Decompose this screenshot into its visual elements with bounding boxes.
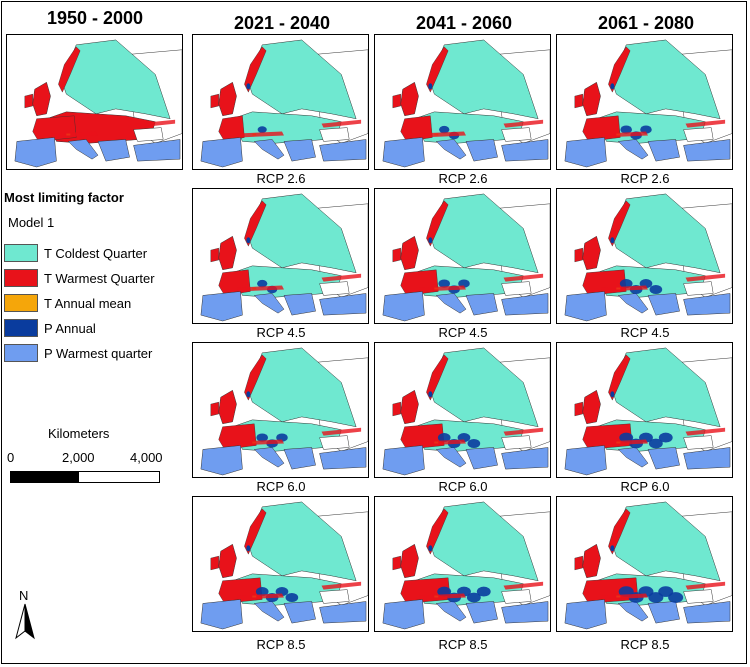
map-panel-2-2 (374, 188, 551, 324)
map-panel-baseline (6, 34, 183, 170)
scenario-label: RCP 8.5 (438, 637, 488, 652)
europe-map (564, 193, 732, 322)
legend-label: P Annual (44, 320, 96, 336)
scale-title: Kilometers (48, 426, 110, 441)
europe-map (200, 347, 368, 476)
europe-map (382, 193, 550, 322)
europe-map (564, 501, 732, 630)
scenario-label: RCP 6.0 (438, 479, 488, 494)
scenario-label: RCP 8.5 (620, 637, 670, 652)
scale-tick-2000: 2,000 (62, 450, 95, 465)
scenario-label: RCP 4.5 (256, 325, 306, 340)
map-panel-2-3 (556, 188, 733, 324)
legend-label: T Coldest Quarter (44, 245, 148, 261)
scenario-label: RCP 2.6 (256, 171, 306, 186)
scenario-label: RCP 2.6 (438, 171, 488, 186)
legend-model: Model 1 (8, 215, 55, 230)
map-panel-4-2 (374, 496, 551, 632)
scenario-label: RCP 2.6 (620, 171, 670, 186)
legend-item-t-coldest: T Coldest Quarter (4, 244, 147, 262)
europe-map (200, 39, 368, 168)
map-panel-3-2 (374, 342, 551, 478)
legend-swatch (4, 244, 38, 262)
legend-swatch (4, 319, 38, 337)
legend-label: T Warmest Quarter (44, 270, 155, 286)
scenario-label: RCP 8.5 (256, 637, 306, 652)
europe-map (382, 347, 550, 476)
map-panel-3-1 (192, 342, 369, 478)
legend-label: P Warmest quarter (44, 345, 153, 361)
period-title-2061-2080: 2061 - 2080 (597, 13, 695, 33)
europe-map (564, 347, 732, 476)
legend-item-t-warmest: T Warmest Quarter (4, 269, 155, 287)
period-title-2041-2060: 2041 - 2060 (415, 13, 513, 33)
north-label: N (19, 588, 29, 603)
map-panel-3-3 (556, 342, 733, 478)
europe-map (564, 39, 732, 168)
scenario-label: RCP 6.0 (620, 479, 670, 494)
map-panel-1-3 (556, 34, 733, 170)
scale-tick-0: 0 (7, 450, 15, 465)
map-panel-1-2 (374, 34, 551, 170)
europe-map (382, 501, 550, 630)
map-panel-1-1 (192, 34, 369, 170)
legend-swatch (4, 344, 38, 362)
scenario-label: RCP 4.5 (438, 325, 488, 340)
legend-item-p-warmest: P Warmest quarter (4, 344, 152, 362)
north-arrow: N (12, 588, 38, 640)
period-title-2021-2040: 2021 - 2040 (233, 13, 331, 33)
europe-map (200, 193, 368, 322)
legend-label: T Annual mean (44, 295, 132, 311)
legend-title: Most limiting factor (4, 190, 124, 205)
legend-swatch (4, 294, 38, 312)
legend-item-t-annual-mean: T Annual mean (4, 294, 131, 312)
scale-bar (10, 471, 160, 483)
map-panel-4-3 (556, 496, 733, 632)
scenario-label: RCP 6.0 (256, 479, 306, 494)
scenario-label: RCP 4.5 (620, 325, 670, 340)
north-arrow-icon (15, 603, 35, 640)
legend-swatch (4, 269, 38, 287)
europe-map (200, 501, 368, 630)
europe-map (14, 39, 182, 168)
scale-tick-4000: 4,000 (130, 450, 163, 465)
europe-map (382, 39, 550, 168)
map-panel-2-1 (192, 188, 369, 324)
legend-item-p-annual: P Annual (4, 319, 96, 337)
period-title-baseline: 1950 - 2000 (46, 8, 144, 28)
map-panel-4-1 (192, 496, 369, 632)
